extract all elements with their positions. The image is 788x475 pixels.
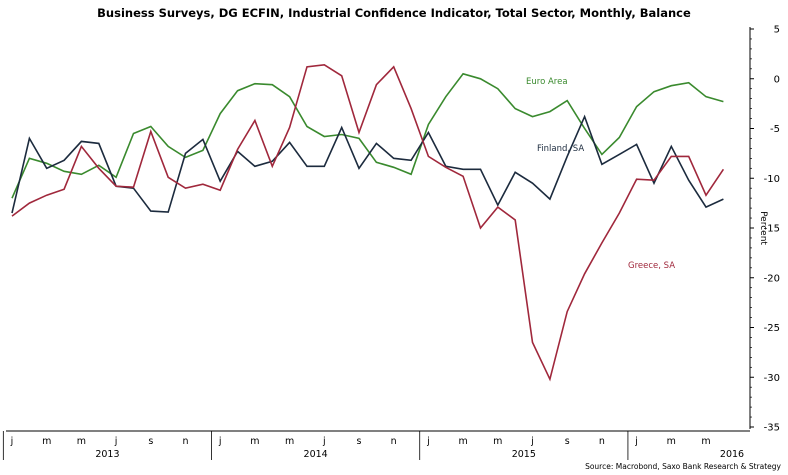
x-month-label: m — [42, 436, 51, 447]
series-label-greece: Greece, SA — [628, 261, 675, 271]
series-label-finland: Finland, SA — [537, 144, 584, 154]
y-tick-label: -20 — [764, 273, 780, 284]
y-tick-label: -35 — [764, 423, 780, 434]
x-year-label: 2014 — [304, 449, 328, 460]
y-tick-label: -15 — [764, 224, 780, 235]
x-month-label: n — [182, 436, 188, 447]
series-line-0 — [11, 72, 724, 199]
x-month-label: n — [599, 436, 605, 447]
y-tick-label: 5 — [774, 25, 780, 36]
x-year-label: 2016 — [720, 449, 744, 460]
y-axis: 5 0 -5 -10 -15 -20 -25 -30 -35 — [749, 25, 780, 434]
series-line-1 — [11, 114, 724, 214]
x-month-label: m — [701, 436, 710, 447]
series-group — [11, 63, 725, 382]
x-month-label: j — [530, 436, 534, 447]
x-month-label: m — [250, 436, 259, 447]
x-month-label: j — [218, 436, 222, 447]
x-axis: j m m j s n j m m j s n j m m j s n j m m 2013 2014 2015 2016 — [2, 430, 750, 460]
x-month-label: j — [322, 436, 326, 447]
y-axis-label: Percent — [758, 211, 768, 245]
y-tick-label: -30 — [764, 373, 780, 384]
series-line-2 — [11, 63, 725, 382]
x-month-label: s — [565, 436, 570, 447]
y-tick-label: -10 — [764, 174, 780, 185]
x-month-label: s — [148, 436, 153, 447]
x-month-label: j — [114, 436, 118, 447]
x-month-label: j — [634, 436, 638, 447]
x-month-label: m — [77, 436, 86, 447]
x-month-label: m — [285, 436, 294, 447]
x-month-label: n — [391, 436, 397, 447]
chart-title: Business Surveys, DG ECFIN, Industrial C… — [97, 6, 691, 20]
x-month-label: m — [667, 436, 676, 447]
y-tick-label: -25 — [764, 323, 780, 334]
x-month-label: m — [458, 436, 467, 447]
x-month-label: s — [357, 436, 362, 447]
y-tick-label: -5 — [770, 124, 780, 135]
series-label-euro-area: Euro Area — [526, 77, 568, 87]
x-year-label: 2015 — [512, 449, 536, 460]
x-month-label: m — [493, 436, 502, 447]
x-year-label: 2013 — [95, 449, 119, 460]
x-month-label: j — [10, 436, 14, 447]
y-tick-label: 0 — [774, 74, 780, 85]
source-note: Source: Macrobond, Saxo Bank Research & … — [585, 462, 781, 471]
x-month-label: j — [426, 436, 430, 447]
